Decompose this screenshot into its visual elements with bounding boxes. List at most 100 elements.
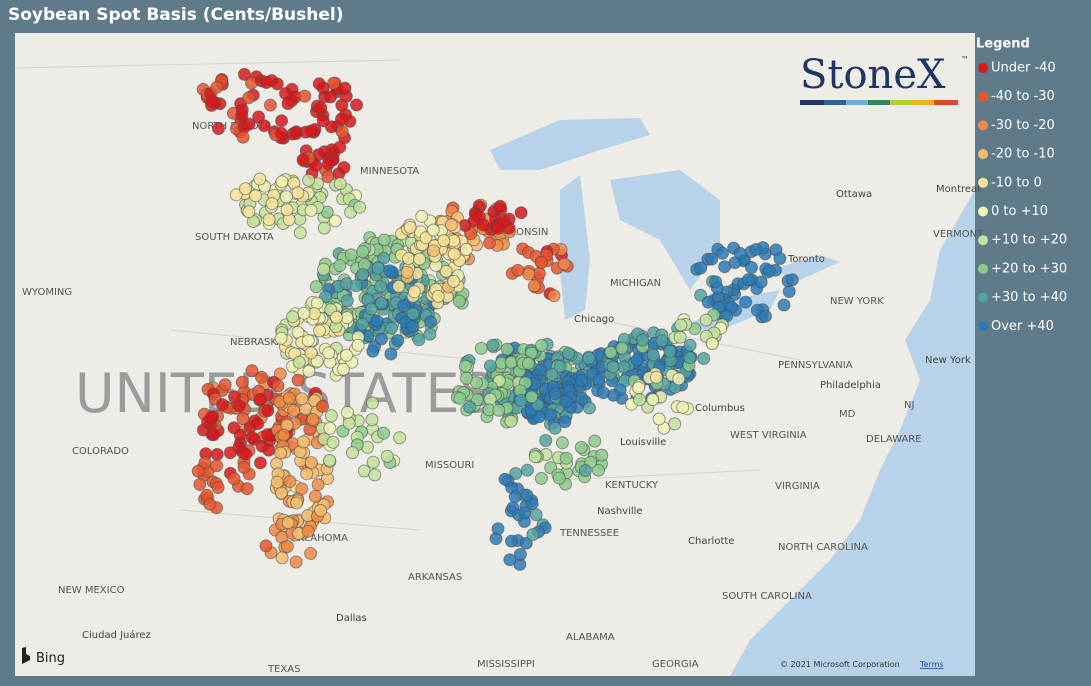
map-point	[385, 321, 398, 335]
map-point	[287, 404, 301, 417]
map-point	[559, 395, 573, 408]
ocean	[730, 190, 975, 676]
map-point	[391, 334, 405, 347]
logo-bar	[868, 100, 890, 105]
map-point	[759, 309, 772, 323]
map-point	[227, 421, 241, 435]
map-point	[259, 539, 273, 553]
map-point	[242, 91, 256, 105]
map-point	[514, 393, 528, 407]
lake-ontario	[770, 255, 840, 280]
map-point	[582, 351, 596, 365]
map-point	[505, 534, 518, 548]
map-point	[742, 273, 755, 287]
map-point	[342, 416, 356, 430]
map-point	[203, 497, 217, 511]
map-point	[324, 90, 338, 104]
map-point	[371, 261, 385, 275]
map-point	[413, 252, 427, 266]
map-point	[365, 396, 379, 410]
map-point	[555, 436, 569, 450]
map-point	[527, 279, 541, 293]
map-point	[344, 248, 358, 262]
map-label: Dallas	[336, 613, 367, 624]
map-point	[519, 536, 533, 550]
map-point	[239, 447, 253, 461]
map-point	[364, 302, 378, 316]
map-point	[336, 362, 350, 376]
map-point	[263, 98, 277, 112]
legend-label: +10 to +20	[991, 233, 1067, 248]
map-point	[333, 140, 347, 154]
logo-bar	[912, 100, 934, 105]
map-point	[630, 353, 644, 367]
map-point	[777, 298, 791, 312]
map-point	[739, 295, 753, 309]
map-point	[304, 203, 318, 217]
map-point	[323, 421, 337, 435]
map-point	[646, 348, 660, 362]
legend-label: +30 to +40	[991, 290, 1067, 305]
map-point	[249, 189, 262, 203]
map-point	[559, 451, 573, 465]
map: UNITED STATES	[14, 33, 975, 676]
map-point	[242, 205, 256, 219]
map-point	[377, 233, 391, 247]
map-label: GEORGIA	[652, 659, 699, 670]
map-point	[377, 426, 391, 440]
bing-icon	[22, 647, 30, 664]
map-point	[329, 310, 343, 324]
map-point	[393, 431, 407, 445]
map-point	[493, 199, 507, 213]
map-point	[253, 172, 267, 186]
map-point	[270, 77, 284, 91]
map-point	[255, 370, 268, 384]
map-point	[292, 355, 306, 369]
map-label: WISCONSIN	[490, 227, 548, 238]
map-point	[317, 221, 331, 235]
map-point	[636, 333, 650, 347]
map-point	[301, 524, 315, 538]
map-point	[782, 285, 796, 298]
map-point	[520, 463, 534, 477]
legend-label: -30 to -20	[991, 118, 1055, 133]
legend-title: Legend	[976, 37, 1030, 52]
map-point	[309, 280, 323, 294]
map-point	[699, 313, 713, 327]
map-point	[281, 97, 295, 111]
map-point	[368, 468, 382, 482]
map-point	[356, 268, 370, 281]
map-label: WYOMING	[22, 287, 72, 298]
map-point	[496, 215, 510, 229]
map-point	[673, 330, 687, 344]
map-point	[453, 391, 467, 405]
terms-link[interactable]: Terms	[919, 660, 944, 669]
map-label: Ottawa	[836, 189, 872, 200]
map-point	[270, 475, 284, 489]
map-label: New York	[925, 355, 971, 366]
map-point	[697, 352, 711, 365]
map-point	[245, 364, 259, 378]
map-point	[437, 234, 451, 248]
map-label: MISSISSIPPI	[477, 659, 535, 670]
map-point	[340, 348, 353, 362]
map-label: KENTUCKY	[605, 480, 659, 491]
map-point	[427, 244, 440, 258]
map-point	[275, 114, 289, 128]
map-label: Ciudad Juárez	[82, 629, 151, 641]
logo: StoneX ™	[800, 52, 969, 105]
map-point	[606, 360, 620, 374]
map-point	[333, 177, 347, 191]
map-point	[558, 415, 572, 429]
legend-label: Under -40	[991, 61, 1056, 76]
map-label: NEBRASKA	[230, 337, 284, 348]
map-points	[191, 67, 799, 571]
map-point	[366, 455, 380, 469]
map-point	[275, 175, 289, 189]
logo-bar	[800, 100, 824, 105]
map-point	[400, 265, 414, 279]
map-label: Louisville	[620, 437, 666, 448]
map-point	[210, 80, 224, 94]
map-point	[333, 259, 347, 273]
map-point	[321, 157, 335, 171]
